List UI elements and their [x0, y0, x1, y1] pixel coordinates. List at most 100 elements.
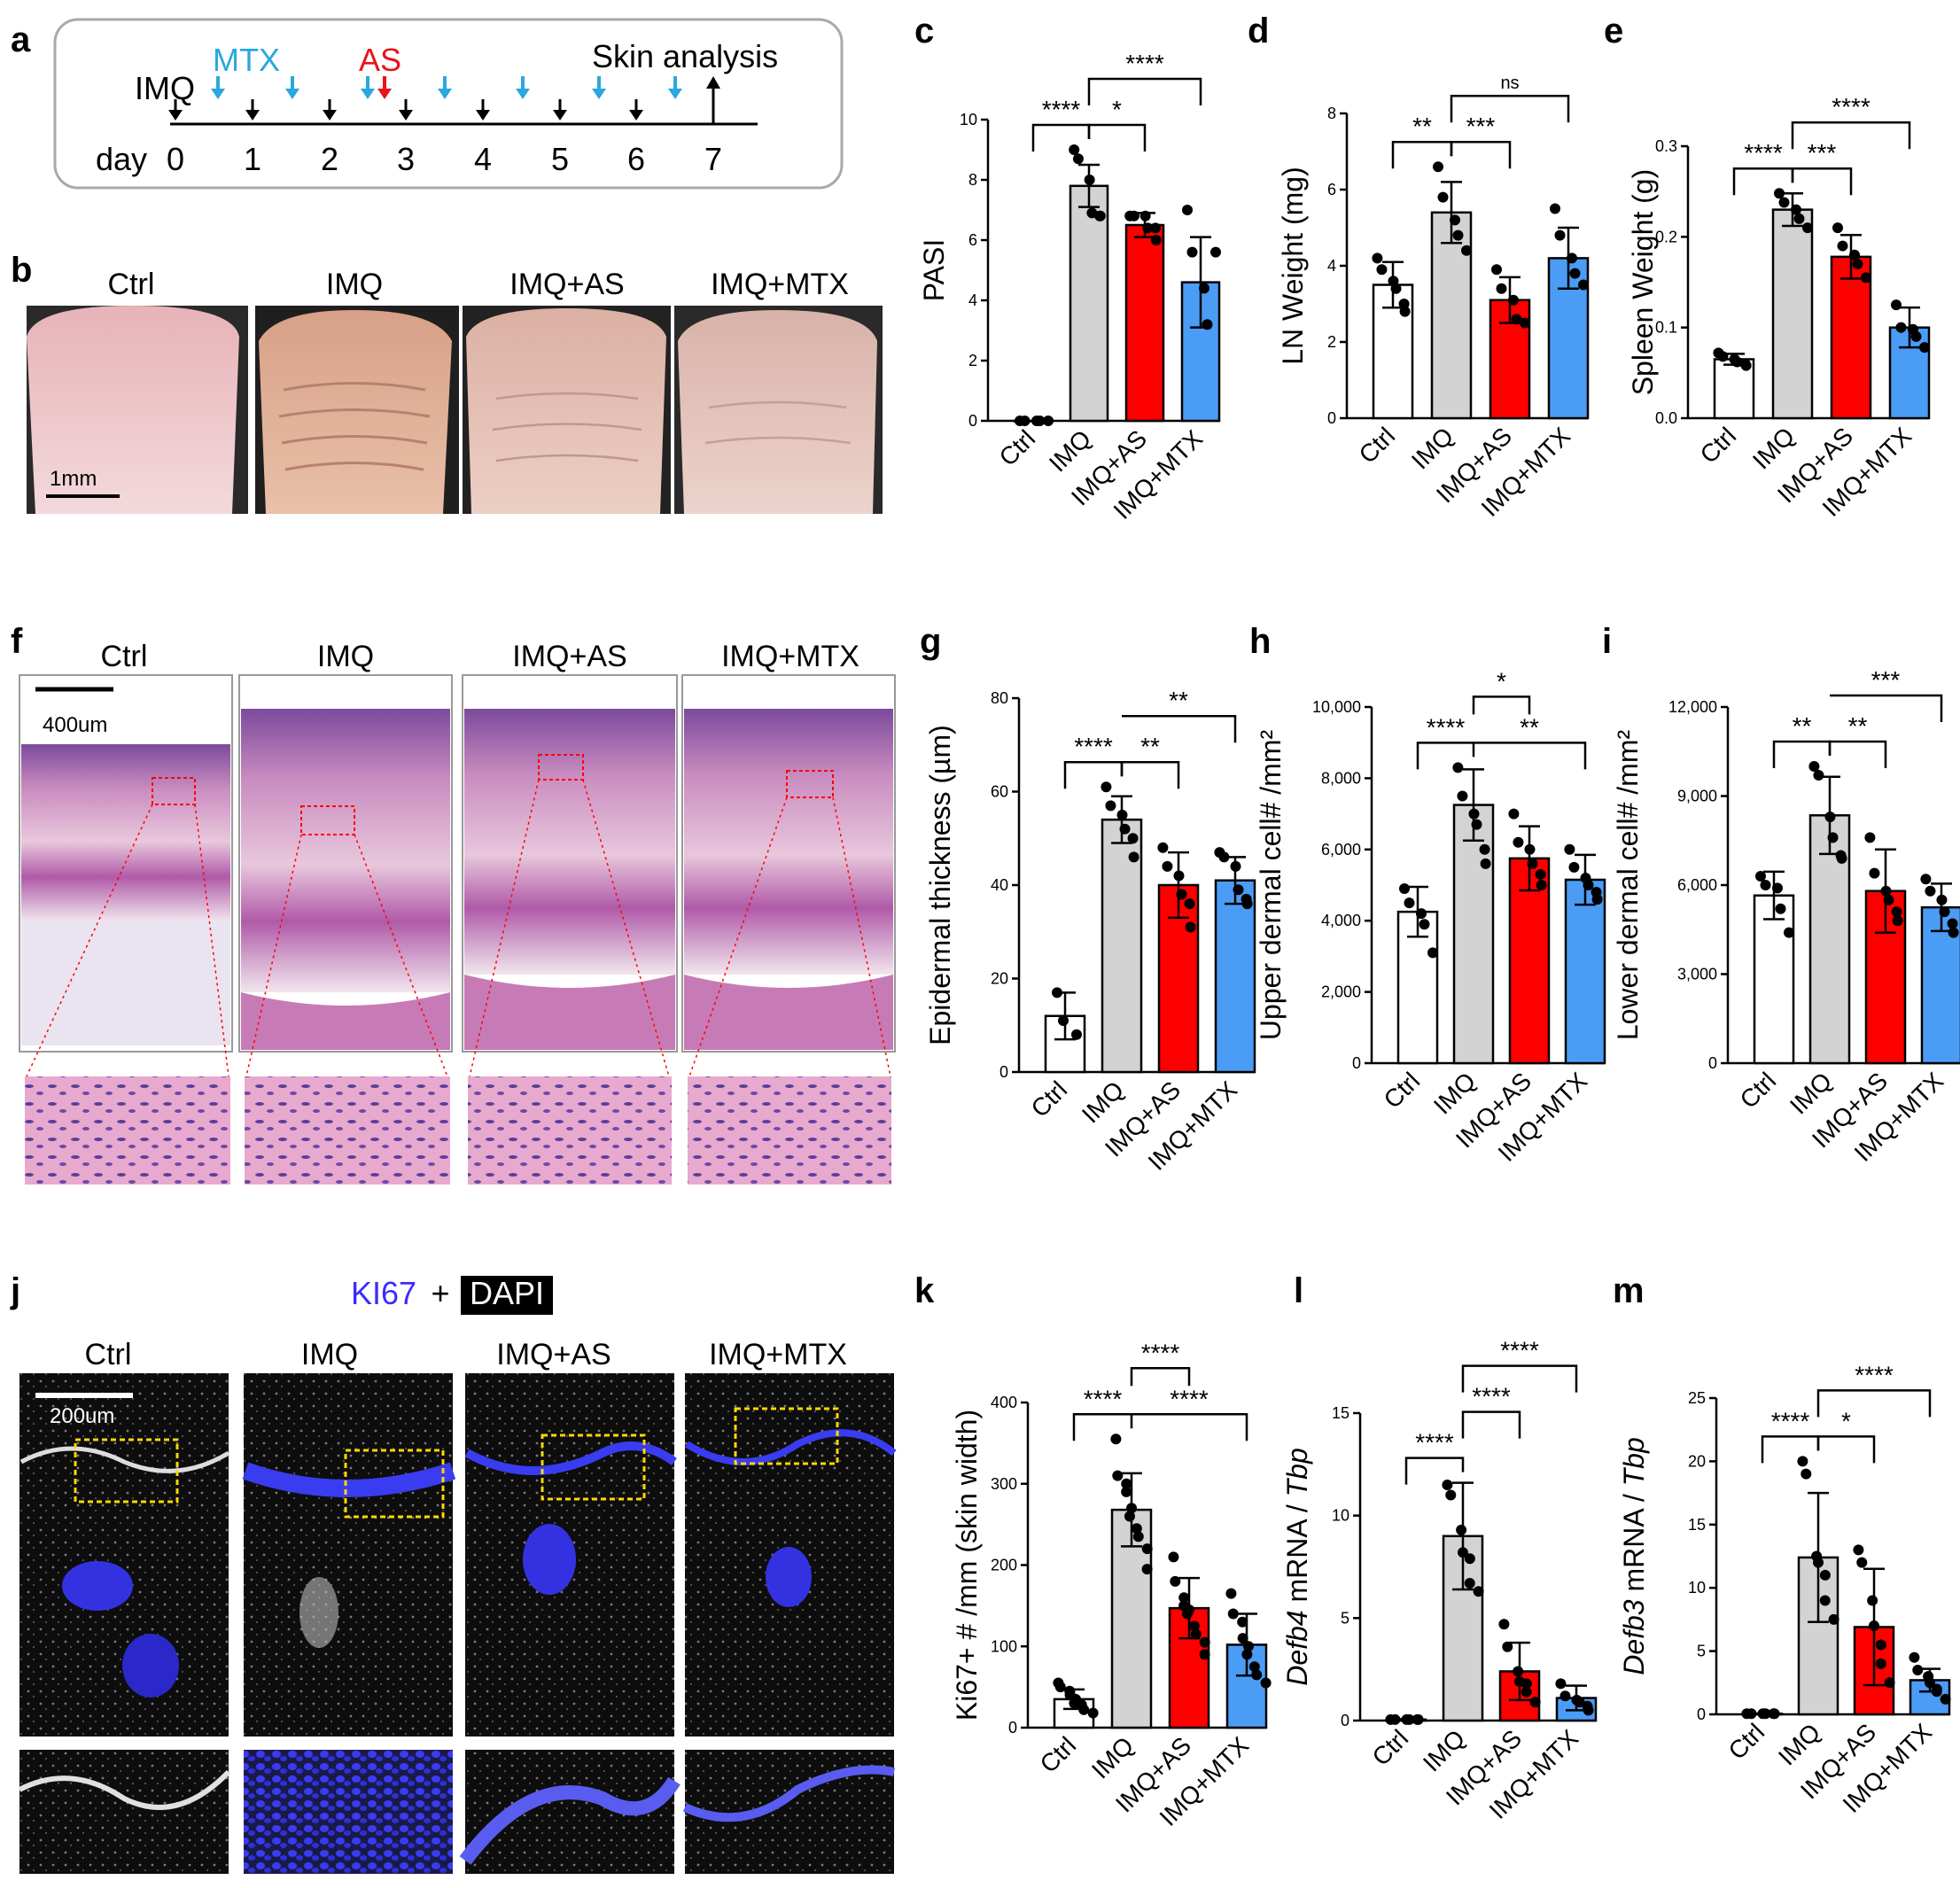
if-section-imq [242, 1373, 456, 1736]
panel-label-i: i [1602, 622, 1612, 661]
data-point-c-3-4 [1210, 246, 1221, 258]
sig-bracket-g-0 [1063, 760, 1124, 789]
data-point-i-3-4 [1947, 918, 1958, 929]
data-point-g-1-2 [1116, 809, 1128, 820]
data-point-c-3-2 [1199, 283, 1209, 294]
sig-label-d-1: *** [1466, 113, 1496, 140]
timeline-day-6: 6 [627, 141, 645, 177]
data-point-k-2-8 [1199, 1636, 1210, 1648]
panel-label-a: a [11, 20, 31, 59]
data-point-k-1-8 [1141, 1543, 1153, 1555]
y-tick-label-l-2: 10 [1332, 1507, 1349, 1525]
data-point-i-1-5 [1836, 852, 1847, 864]
data-point-d-1-3 [1452, 229, 1464, 241]
data-point-i-2-5 [1892, 915, 1903, 927]
data-point-m-3-0 [1909, 1651, 1920, 1663]
y-tick-label-k-0: 0 [1008, 1719, 1017, 1736]
data-point-k-2-0 [1168, 1551, 1179, 1563]
data-point-m-1-0 [1797, 1456, 1808, 1467]
data-point-k-2-6 [1188, 1620, 1200, 1632]
y-label-ref-l: Tbp [1281, 1448, 1313, 1496]
bar-e-1 [1771, 208, 1814, 420]
data-point-i-1-3 [1827, 832, 1839, 843]
x-tick-label-d-1: IMQ [1406, 422, 1458, 474]
y-tick-label-c-5: 10 [960, 111, 977, 128]
sig-label-d-2: ns [1500, 74, 1519, 93]
sig-label-d-0: ** [1412, 113, 1432, 140]
y-tick-label-e-0: 0.0 [1655, 409, 1677, 427]
y-tick-label-d-2: 4 [1327, 257, 1336, 275]
data-point-k-0-1 [1054, 1682, 1066, 1693]
x-tick-label-d-0: Ctrl [1354, 422, 1401, 469]
panel-label-f: f [11, 622, 23, 661]
mtx-arrow-4-head [516, 89, 530, 99]
data-point-e-3-0 [1891, 299, 1902, 311]
data-point-d-1-2 [1450, 214, 1460, 226]
data-point-d-2-4 [1520, 317, 1530, 329]
sig-bracket-k-1 [1132, 1413, 1248, 1441]
timeline-box [53, 18, 844, 190]
panel-b-photos: b Ctrl IMQ IMQ+AS IMQ+MTX 1mm [11, 251, 883, 514]
y-tick-label-h-2: 4,000 [1321, 912, 1361, 929]
data-point-d-0-3 [1390, 283, 1402, 294]
sig-bracket-d-2 [1450, 94, 1570, 123]
if-zoom-ctrl [19, 1750, 229, 1874]
y-tick-label-g-3: 60 [991, 783, 1008, 801]
sig-label-l-2: **** [1500, 1337, 1539, 1364]
data-point-c-2-4 [1150, 222, 1162, 234]
y-label-ref-m: Tbp [1618, 1437, 1650, 1486]
data-point-k-3-8 [1260, 1677, 1272, 1689]
imq-arrow-day-1-head [245, 110, 260, 120]
sig-bracket-h-2 [1472, 695, 1531, 715]
panel-label-e: e [1604, 12, 1623, 51]
data-point-m-2-3 [1869, 1620, 1879, 1632]
sig-label-m-1: * [1841, 1407, 1851, 1434]
he-title-ctrl: Ctrl [101, 640, 148, 673]
data-point-g-3-3 [1233, 884, 1244, 896]
sig-label-k-2: **** [1141, 1339, 1180, 1366]
chart-i: 0 3,000 6,000 9,000 12,000 Lower dermal cell#… [1612, 666, 1960, 1167]
data-point-d-3-4 [1578, 279, 1589, 291]
sig-label-l-1: **** [1472, 1383, 1511, 1410]
data-point-h-1-3 [1471, 819, 1482, 830]
data-point-d-2-2 [1508, 294, 1519, 306]
photo-imq-as [463, 306, 671, 514]
data-point-k-3-1 [1227, 1608, 1239, 1620]
y-tick-label-i-4: 12,000 [1668, 698, 1717, 716]
data-point-m-3-3 [1925, 1677, 1935, 1689]
y-tick-label-l-3: 15 [1332, 1404, 1349, 1422]
data-point-k-1-3 [1121, 1486, 1132, 1497]
y-tick-label-g-1: 20 [991, 970, 1008, 988]
data-point-c-2-3 [1142, 222, 1154, 234]
data-point-m-3-6 [1940, 1693, 1951, 1705]
data-point-l-0-1 [1389, 1713, 1401, 1725]
sig-label-e-2: **** [1832, 93, 1871, 120]
he-zoom-imq-as [468, 1076, 672, 1185]
data-point-k-2-7 [1190, 1628, 1202, 1640]
panel-label-b: b [11, 251, 32, 290]
sig-label-i-2: *** [1871, 666, 1901, 694]
mtx-arrow-5-head [592, 89, 606, 99]
data-point-m-1-6 [1828, 1613, 1839, 1625]
data-point-d-0-1 [1376, 264, 1388, 276]
data-point-k-3-0 [1225, 1588, 1237, 1599]
data-point-c-0-1 [1019, 416, 1031, 426]
sig-label-e-0: **** [1744, 139, 1783, 167]
panel-label-k: k [914, 1271, 935, 1310]
data-point-l-2-4 [1521, 1678, 1532, 1690]
data-point-d-3-3 [1569, 268, 1581, 279]
y-tick-label-m-0: 0 [1697, 1705, 1706, 1723]
data-point-c-2-2 [1139, 210, 1151, 221]
panel-label-l: l [1294, 1271, 1303, 1310]
y-axis-label-m: Defb3 mRNA / Tbp [1618, 1437, 1650, 1675]
data-point-l-2-5 [1521, 1686, 1532, 1698]
y-tick-label-e-2: 0.2 [1655, 228, 1677, 245]
data-point-g-2-1 [1162, 860, 1173, 872]
sig-bracket-g-1 [1120, 760, 1180, 789]
analysis-arrow-head [706, 76, 720, 89]
data-point-h-1-5 [1480, 858, 1491, 869]
data-point-m-2-4 [1875, 1639, 1886, 1651]
